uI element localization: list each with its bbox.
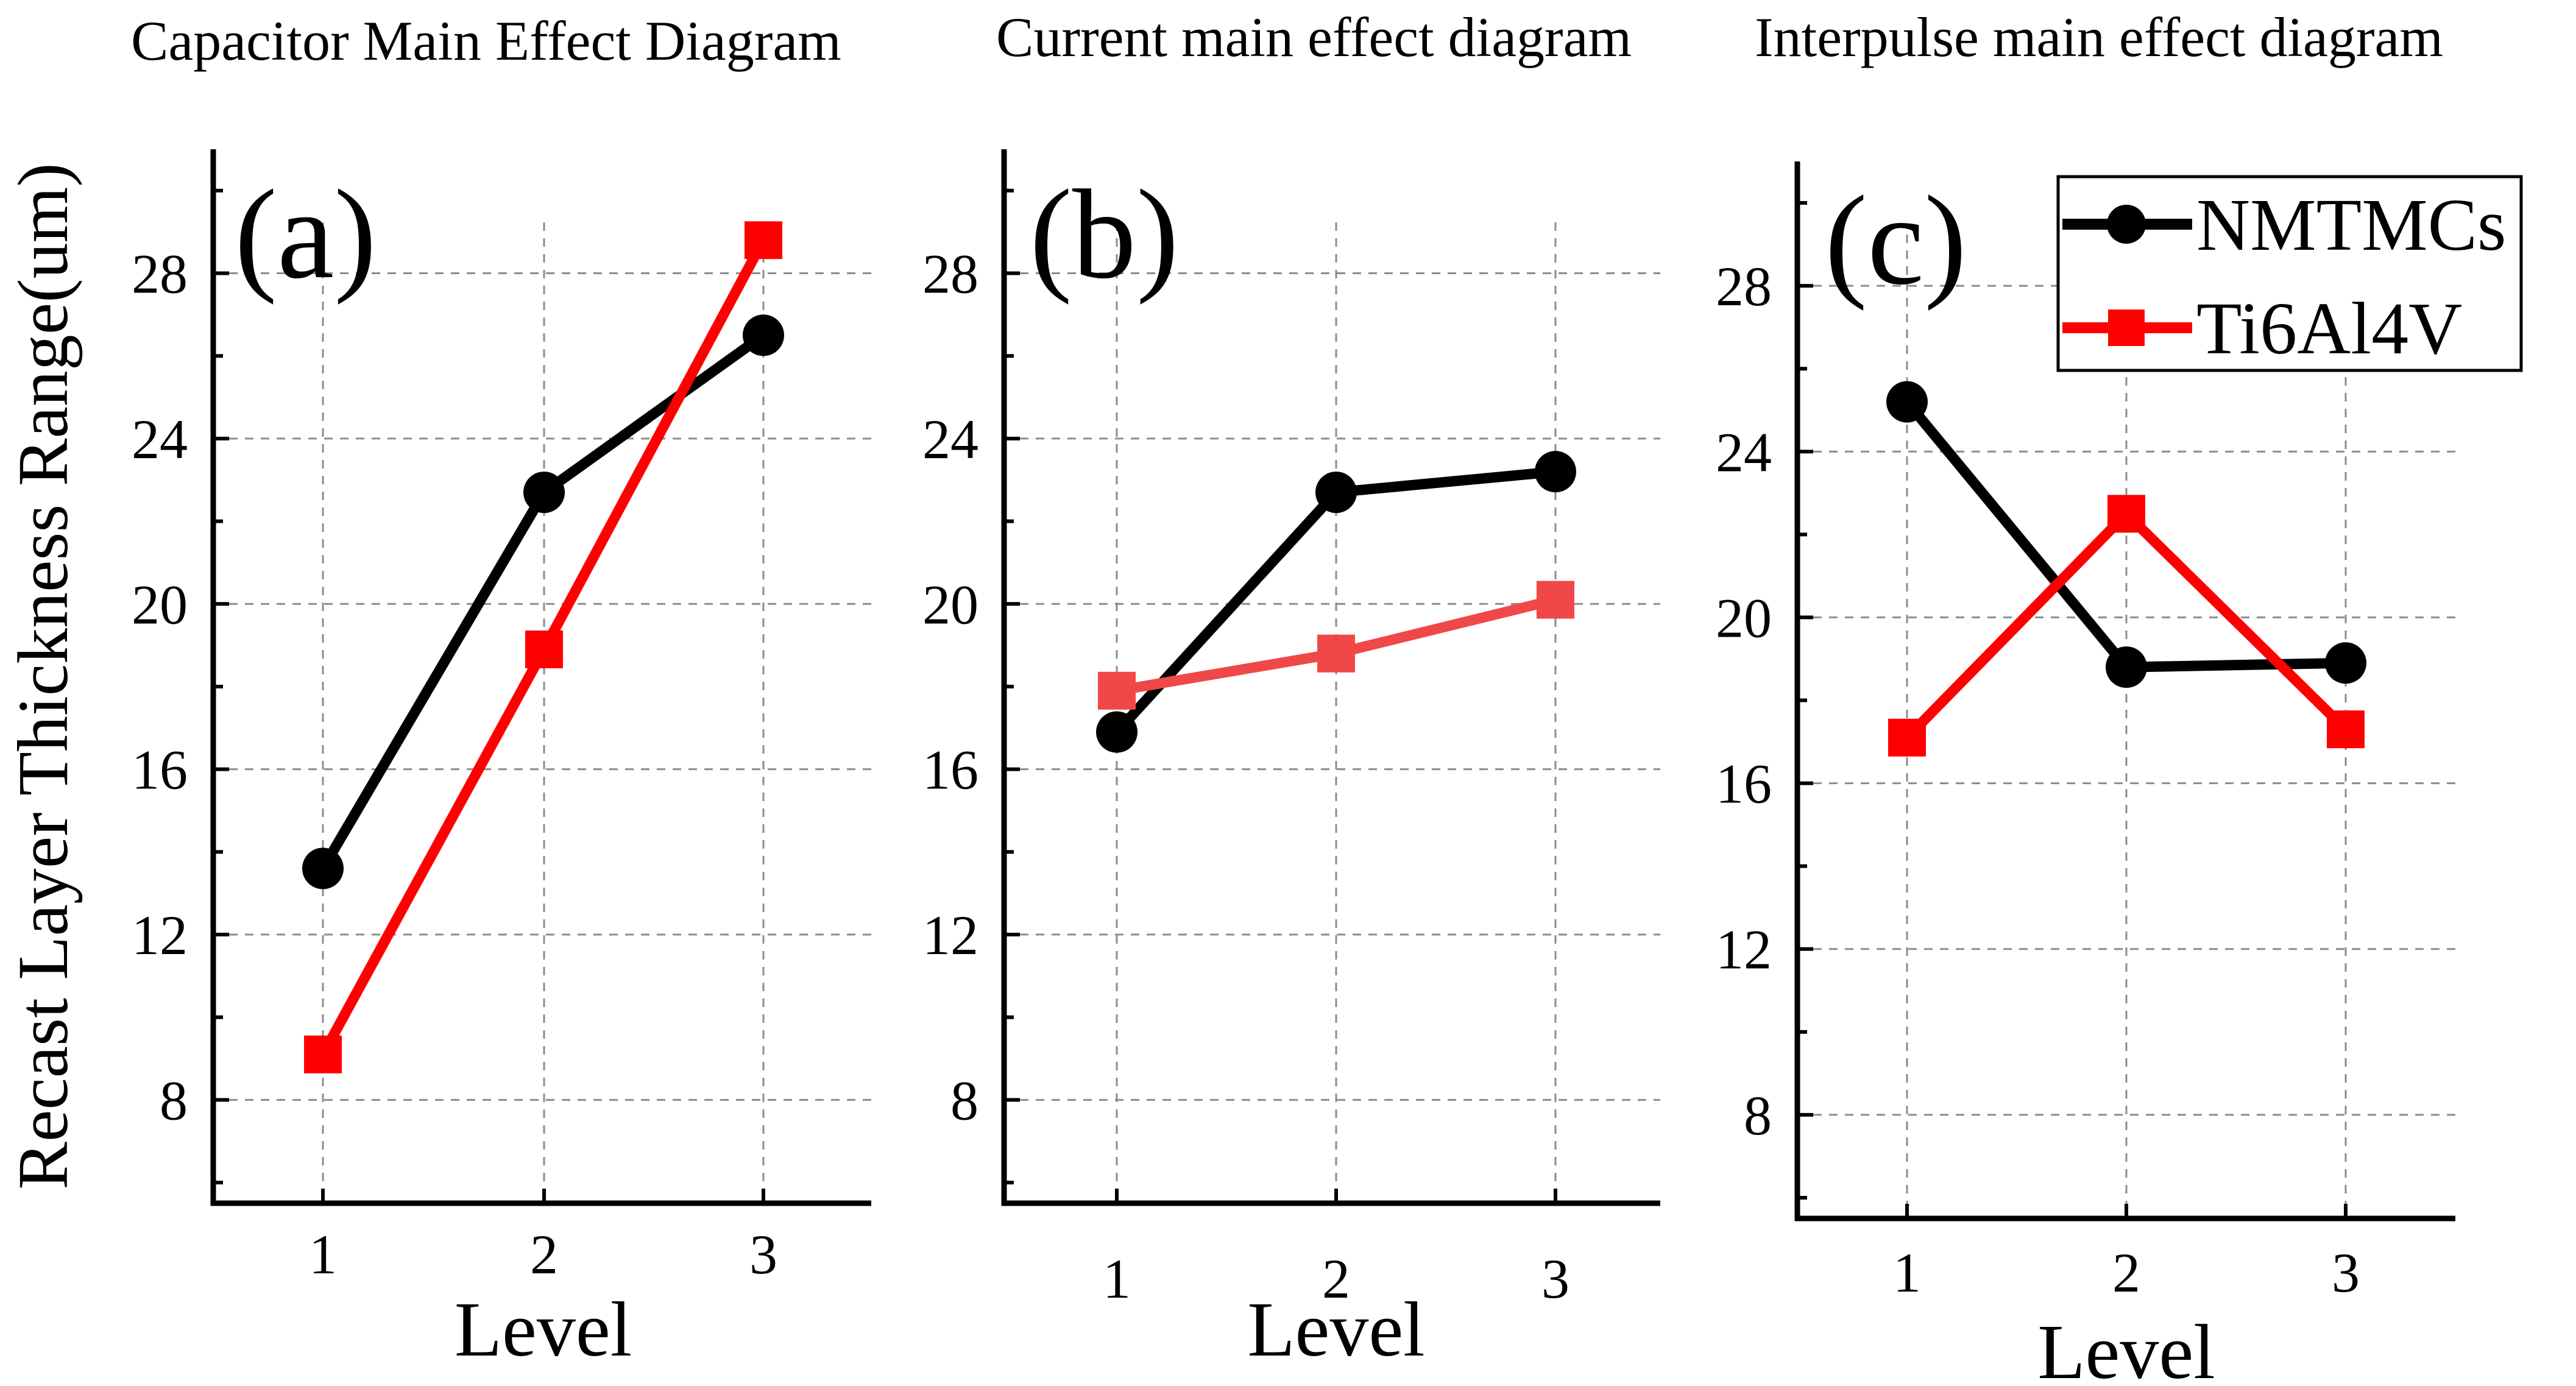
legend-marker-ti6al4v (2108, 309, 2145, 346)
panel-b-title: Current main effect diagram (996, 6, 1632, 68)
panel-c-x-axis-title: Level (2037, 1309, 2215, 1386)
panel-b-nmtmcs-point-3 (1535, 451, 1576, 493)
panel-a-ti6al4v-point-3 (745, 221, 782, 260)
panel-a-ti6al4v-point-1 (304, 1035, 342, 1073)
panel-b-nmtmcs-point-1 (1096, 711, 1138, 753)
panel-c-ytick-label-20: 20 (1716, 587, 1772, 649)
panel-c-xtick-label-3: 3 (2332, 1242, 2360, 1304)
panel-b-xtick-label-3: 3 (1541, 1248, 1569, 1310)
panel-a-label: (a) (235, 164, 377, 305)
panel-c-nmtmcs-point-3 (2325, 642, 2366, 684)
panel-a-nmtmcs-point-1 (302, 847, 344, 889)
legend-label-ti6al4v: Ti6Al4V (2196, 288, 2462, 370)
panel-a-ytick-label-16: 16 (132, 739, 188, 801)
panel-b-ytick-label-8: 8 (950, 1069, 978, 1131)
panel-c-xtick-label-2: 2 (2112, 1242, 2140, 1304)
panel-a-xtick-label-2: 2 (530, 1223, 558, 1285)
panel-b-ytick-label-20: 20 (922, 573, 978, 635)
panel-c-ytick-label-28: 28 (1716, 255, 1772, 317)
panel-c-series-ti6al4v-line (1903, 508, 2349, 741)
panel-a-ytick-label-12: 12 (132, 904, 188, 966)
panel-b-ti6al4v-point-1 (1098, 671, 1136, 710)
panel-b-xtick-label-2: 2 (1322, 1248, 1350, 1310)
panel-a-nmtmcs-point-2 (523, 472, 565, 514)
panel-c-ytick-label-16: 16 (1716, 753, 1772, 815)
panel-c-nmtmcs-point-2 (2106, 646, 2147, 688)
legend-label-nmtmcs: NMTMCs (2196, 184, 2506, 266)
panel-b-ytick-label-28: 28 (922, 243, 978, 305)
panel-a-xtick-label-3: 3 (749, 1223, 777, 1285)
y-axis-title: Recast Layer Thickness Range(um) (3, 163, 83, 1189)
panel-b-ti6al4v-point-3 (1537, 581, 1574, 619)
panel-a-ti6al4v-point-2 (525, 630, 563, 668)
panel-a-ytick-label-20: 20 (132, 573, 188, 635)
panel-a-ytick-label-24: 24 (132, 408, 188, 470)
panel-a-ytick-label-8: 8 (160, 1069, 188, 1131)
panel-c-ytick-label-12: 12 (1716, 919, 1772, 981)
panel-a-title: Capacitor Main Effect Diagram (131, 10, 841, 72)
panel-b-ytick-label-12: 12 (922, 904, 978, 966)
panel-a-x-axis-title: Level (455, 1286, 632, 1373)
panel-c-ti6al4v-point-1 (1888, 718, 1926, 757)
legend-marker-nmtmcs (2107, 205, 2146, 244)
panel-b-ti6al4v-point-2 (1317, 634, 1355, 673)
panel-c-title: Interpulse main effect diagram (1755, 6, 2443, 68)
panel-b-xtick-label-1: 1 (1103, 1248, 1131, 1310)
panel-c-ti6al4v-point-3 (2327, 710, 2365, 749)
legend: NMTMCs Ti6Al4V (2056, 175, 2523, 372)
panel-c-ytick-label-24: 24 (1716, 421, 1772, 483)
panel-c-nmtmcs-point-1 (1886, 381, 1928, 423)
panel-b-nmtmcs-point-2 (1315, 472, 1357, 514)
panel-b-ytick-label-24: 24 (922, 408, 978, 470)
panel-a-ytick-label-28: 28 (132, 243, 188, 305)
panel-a-xtick-label-1: 1 (309, 1223, 337, 1285)
panel-c-ti6al4v-point-2 (2107, 495, 2145, 533)
panel-b-ytick-label-16: 16 (922, 739, 978, 801)
panel-a-nmtmcs-point-3 (743, 314, 784, 356)
panel-c-xtick-label-1: 1 (1893, 1242, 1921, 1304)
panel-b-x-axis-title: Level (1247, 1286, 1424, 1373)
panel-c-label: (c) (1825, 170, 1967, 311)
panel-c-ytick-label-8: 8 (1744, 1084, 1772, 1147)
panel-b-label: (b) (1030, 164, 1179, 305)
